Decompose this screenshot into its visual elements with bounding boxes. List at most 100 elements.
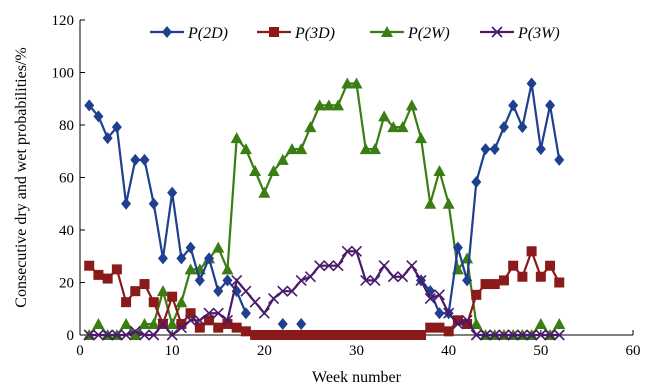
data-point [526, 329, 538, 341]
data-point [102, 273, 113, 284]
data-point [416, 330, 427, 340]
data-point [461, 314, 473, 326]
data-point [554, 277, 565, 288]
y-tick-label: 60 [59, 171, 74, 187]
data-point [111, 121, 122, 134]
data-point [157, 252, 168, 265]
data-point [368, 143, 381, 155]
data-point [342, 330, 353, 340]
data-point [157, 318, 169, 330]
data-point [323, 330, 334, 340]
data-point [433, 289, 446, 301]
data-point [351, 330, 362, 340]
data-point [92, 329, 104, 341]
series-line [88, 104, 247, 314]
x-tick-label: 20 [257, 343, 272, 359]
data-point [388, 330, 399, 340]
data-point [129, 325, 141, 337]
y-tick-label: 40 [59, 223, 74, 239]
data-point [415, 274, 427, 286]
data-point [360, 274, 372, 286]
data-point [406, 330, 417, 340]
data-point [553, 317, 566, 329]
data-point [269, 27, 279, 37]
legend-item: P(2W) [370, 25, 450, 42]
data-point [489, 279, 500, 290]
data-point [295, 274, 307, 286]
data-point [267, 164, 280, 176]
data-point [397, 330, 408, 340]
data-point [397, 271, 409, 283]
data-point [480, 143, 491, 156]
data-point [176, 318, 187, 329]
data-point [258, 307, 270, 319]
y-tick-label: 80 [59, 118, 74, 134]
data-point [230, 132, 243, 144]
data-point [93, 269, 104, 280]
data-point [479, 329, 492, 341]
data-point [305, 330, 316, 340]
data-point [322, 99, 335, 111]
legend-item: P(3D) [257, 25, 335, 42]
data-point [424, 292, 436, 305]
data-point [332, 260, 344, 272]
data-point [544, 329, 556, 341]
data-point [387, 271, 399, 283]
data-point [545, 99, 556, 112]
data-point [258, 186, 271, 198]
data-point [341, 77, 354, 89]
data-point [433, 164, 446, 176]
data-point [489, 329, 501, 341]
data-point [554, 153, 565, 166]
data-point [489, 143, 500, 156]
data-point [304, 271, 316, 283]
data-point [138, 329, 151, 341]
data-point [111, 329, 123, 341]
data-point [425, 322, 436, 333]
data-point [471, 289, 482, 300]
axes: 0 20 40 60 80 100 120 0 10 20 30 40 50 60 [52, 13, 641, 359]
data-point [231, 322, 242, 333]
data-point [139, 279, 150, 290]
x-tick-label: 30 [349, 343, 364, 359]
data-point [204, 252, 215, 265]
data-point [166, 317, 179, 329]
data-point [185, 314, 197, 326]
data-point [148, 297, 159, 308]
data-point [166, 329, 178, 341]
data-point [121, 297, 132, 308]
data-point [462, 274, 473, 287]
data-point [434, 307, 445, 320]
data-point [461, 252, 474, 264]
data-point [130, 286, 141, 297]
data-point [535, 143, 546, 156]
data-point [341, 245, 353, 257]
data-point [491, 26, 503, 38]
data-point [121, 197, 132, 210]
data-point [277, 330, 288, 340]
data-point [130, 153, 141, 166]
data-point [350, 77, 363, 89]
data-point [194, 274, 205, 287]
data-point [162, 26, 172, 38]
data-point [314, 260, 326, 272]
data-point [323, 260, 335, 272]
data-point [267, 292, 280, 305]
x-tick-label: 50 [533, 343, 548, 359]
data-point [553, 329, 565, 341]
data-point [277, 285, 289, 297]
data-point [369, 330, 380, 340]
data-point [332, 99, 345, 111]
data-point [139, 153, 150, 166]
data-point [498, 121, 509, 134]
data-point [222, 318, 233, 329]
series-diamond [84, 77, 565, 330]
data-point [462, 318, 473, 329]
series-x [83, 245, 565, 341]
data-point [452, 315, 463, 326]
data-point [129, 329, 142, 340]
data-point [545, 260, 556, 271]
data-point [517, 271, 528, 282]
data-point [120, 317, 133, 329]
data-point [526, 246, 537, 257]
